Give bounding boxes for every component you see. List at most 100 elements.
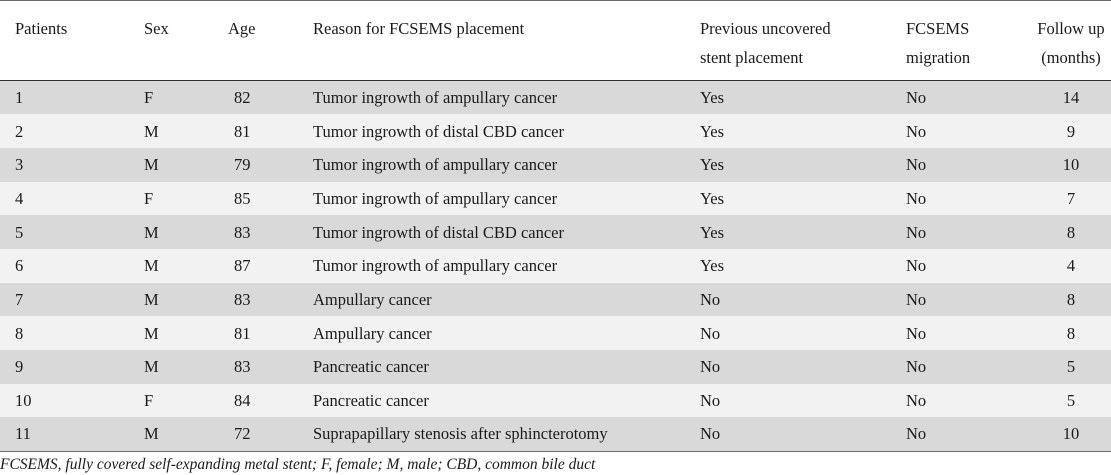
cell-patient-id: 10 [15, 391, 32, 411]
table-row: 8 M 81 Ampullary cancer No No 8 [0, 316, 1111, 350]
table-row: 6 M 87 Tumor ingrowth of ampullary cancer Ye… [0, 248, 1111, 283]
cell-migration: No [906, 417, 1016, 452]
cell-reason: Ampullary cancer [313, 289, 432, 309]
table-row: 2 M 81 Tumor ingrowth of distal CBD cancer Y… [0, 114, 1111, 148]
cell-sex: M [144, 256, 159, 276]
cell-migration: No [906, 121, 927, 141]
patient-table: Patients Sex Age Reason for FCSEMS place… [0, 0, 1111, 452]
cell-reason: Tumor ingrowth of ampullary cancer [313, 188, 558, 208]
cell-patient-id: 7 [15, 289, 24, 309]
table-row: 3 M 79 Tumor ingrowth of ampullary cancer Ye… [0, 147, 1111, 182]
cell-follow-up: 5 [1066, 391, 1076, 411]
cell-patient-id: 5 [15, 222, 24, 242]
cell-age: 84 [234, 391, 251, 411]
cell-reason: Tumor ingrowth of ampullary cancer [313, 88, 558, 108]
cell-patient-id: 3 [15, 155, 24, 175]
cell-reason: Pancreatic cancer [313, 391, 429, 411]
cell-follow-up: 10 [1062, 155, 1080, 175]
cell-patient-id: 9 [15, 357, 24, 377]
cell-age: 87 [234, 256, 251, 276]
header-reason: Reason for FCSEMS placement [313, 0, 700, 81]
cell-reason: Ampullary cancer [313, 323, 432, 343]
cell-previous-stent: Yes [700, 121, 725, 141]
table-row: 5 M 83 Tumor ingrowth of distal CBD cancer Y… [0, 215, 1111, 249]
cell-sex: M [144, 222, 159, 242]
table-row: 11 M 72 Suprapapillary stenosis after sphin… [0, 417, 1111, 452]
cell-age: 83 [234, 357, 251, 377]
cell-sex: F [144, 88, 154, 108]
table-row: 4 F 85 Tumor ingrowth of ampullary cancer Ye… [0, 181, 1111, 216]
cell-follow-up: 9 [1066, 121, 1076, 141]
cell-previous-stent: Yes [700, 256, 725, 276]
cell-sex: M [144, 417, 228, 452]
cell-reason: Tumor ingrowth of ampullary cancer [313, 155, 558, 175]
cell-reason: Tumor ingrowth of distal CBD cancer [313, 121, 564, 141]
cell-follow-up: 14 [1062, 88, 1080, 108]
cell-patient-id: 8 [15, 323, 24, 343]
cell-previous-stent: No [700, 417, 906, 452]
cell-patient-id: 11 [0, 417, 144, 452]
cell-previous-stent: No [700, 391, 721, 411]
cell-age: 85 [234, 188, 251, 208]
cell-previous-stent: No [700, 289, 721, 309]
cell-migration: No [906, 88, 927, 108]
cell-sex: F [144, 188, 154, 208]
header-sex: Sex [144, 0, 228, 81]
cell-reason: Pancreatic cancer [313, 357, 429, 377]
cell-previous-stent: Yes [700, 155, 725, 175]
header-row: Patients Sex Age Reason for FCSEMS place… [0, 0, 1111, 81]
cell-age: 83 [234, 289, 251, 309]
cell-follow-up: 5 [1066, 357, 1076, 377]
cell-sex: M [144, 155, 159, 175]
cell-patient-id: 1 [15, 88, 24, 108]
cell-previous-stent: No [700, 323, 721, 343]
cell-migration: No [906, 323, 927, 343]
table-body: 1 F 82 Tumor ingrowth of ampullary cancer Ye… [0, 80, 1111, 452]
cell-age: 81 [234, 323, 251, 343]
cell-age: 83 [234, 222, 251, 242]
cell-previous-stent: Yes [700, 88, 725, 108]
table-row: 1 F 82 Tumor ingrowth of ampullary cancer Ye… [0, 80, 1111, 115]
cell-age: 79 [234, 155, 251, 175]
cell-patient-id: 4 [15, 188, 24, 208]
table-row: 7 M 83 Ampullary cancer No No 8 [0, 282, 1111, 317]
cell-migration: No [906, 188, 927, 208]
cell-reason: Tumor ingrowth of distal CBD cancer [313, 222, 564, 242]
table-row: 9 M 83 Pancreatic cancer No No 5 [0, 350, 1111, 384]
cell-reason: Suprapapillary stenosis after sphinctero… [313, 417, 700, 452]
cell-patient-id: 2 [15, 121, 24, 141]
cell-sex: M [144, 357, 159, 377]
cell-reason: Tumor ingrowth of ampullary cancer [313, 256, 558, 276]
cell-patient-id: 6 [15, 256, 24, 276]
cell-follow-up: 8 [1066, 289, 1076, 309]
cell-migration: No [906, 357, 927, 377]
cell-sex: M [144, 323, 159, 343]
cell-sex: M [144, 289, 159, 309]
cell-age: 81 [234, 121, 251, 141]
cell-age: 72 [228, 417, 313, 452]
cell-follow-up: 8 [1066, 222, 1076, 242]
cell-migration: No [906, 222, 927, 242]
cell-previous-stent: No [700, 357, 721, 377]
table-header: Patients Sex Age Reason for FCSEMS place… [0, 0, 1111, 81]
cell-follow-up: 10 [1016, 417, 1111, 452]
cell-migration: No [906, 391, 927, 411]
cell-age: 82 [234, 88, 251, 108]
header-patients: Patients [0, 0, 144, 81]
table-row: 10 F 84 Pancreatic cancer No No 5 [0, 383, 1111, 418]
header-follow-up: Follow up (months) [1016, 0, 1111, 81]
cell-follow-up: 7 [1066, 188, 1076, 208]
header-migration: FCSEMS migration [906, 0, 1016, 81]
cell-sex: M [144, 121, 159, 141]
header-previous-stent: Previous uncovered stent placement [700, 0, 906, 81]
cell-migration: No [906, 155, 927, 175]
cell-migration: No [906, 256, 927, 276]
table-footnote: FCSEMS, fully covered self-expanding met… [0, 455, 596, 473]
cell-follow-up: 8 [1066, 323, 1076, 343]
cell-previous-stent: Yes [700, 188, 725, 208]
cell-previous-stent: Yes [700, 222, 725, 242]
cell-sex: F [144, 391, 154, 411]
cell-follow-up: 4 [1066, 256, 1076, 276]
header-age: Age [228, 0, 313, 81]
